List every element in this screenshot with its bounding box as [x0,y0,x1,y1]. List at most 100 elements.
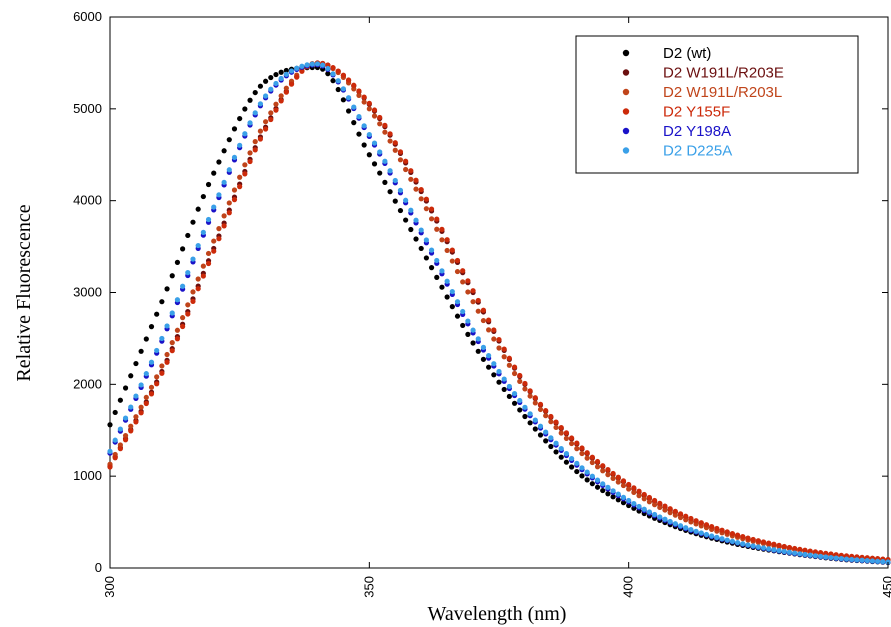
data-point [486,327,492,333]
data-point [408,207,414,213]
data-point [667,518,673,525]
data-point [631,489,637,495]
data-point [620,500,627,506]
data-point [460,268,466,274]
data-point [781,543,787,550]
data-point [226,200,232,206]
data-point [626,502,632,509]
data-point [594,477,601,483]
data-point [709,524,715,530]
data-point [356,131,362,137]
data-point [532,426,538,432]
data-point [584,477,590,483]
data-point [543,438,549,444]
y-tick-label: 1000 [73,468,102,483]
data-point [470,340,476,346]
data-point [605,491,611,497]
data-point [615,491,621,497]
data-point [190,256,196,262]
x-tick-label: 400 [621,576,636,598]
data-point [615,497,621,503]
data-point [392,177,398,184]
y-axis-title: Relative Fluorescence [13,204,35,381]
x-axis-title: Wavelength (nm) [428,603,567,625]
data-point [169,348,175,354]
data-point [537,423,544,429]
data-point [133,360,139,367]
data-point [579,450,585,457]
data-point [356,88,362,94]
data-point [371,107,378,113]
data-point [164,359,170,365]
data-point [724,537,730,543]
data-point [377,170,383,176]
data-point [200,229,206,235]
data-point [392,198,398,204]
data-point [532,400,538,406]
data-point [454,257,461,264]
data-point [154,347,160,354]
data-point [792,545,798,552]
data-point [750,536,756,543]
data-point [413,217,419,223]
data-point [252,89,258,96]
data-point [345,95,352,101]
data-point [776,548,782,554]
data-point [693,528,699,534]
data-point [501,386,507,393]
data-point [273,101,279,107]
data-point [506,393,512,400]
data-point [174,297,181,303]
data-point [180,323,186,330]
data-point [413,236,419,242]
data-point [786,544,793,551]
data-point [652,502,658,508]
data-point [418,227,424,233]
data-point [221,179,227,185]
data-point [434,216,440,222]
data-point [122,432,129,439]
data-point [211,248,217,254]
data-point [657,514,663,520]
data-point [237,174,243,180]
data-point [714,534,720,540]
data-point [766,540,772,546]
data-point [475,336,481,342]
data-point [511,370,518,377]
data-point [226,210,232,216]
data-point [537,406,544,413]
data-point [335,68,341,74]
data-point [112,437,118,443]
data-point [403,166,409,173]
data-point [252,110,258,116]
data-point [428,206,435,212]
data-point [159,363,165,369]
legend: D2 (wt) D2 W191L/R203E D2 W191L/R203L D2 Y1… [575,35,859,174]
data-point [117,397,123,403]
data-point [366,131,372,138]
data-point [667,506,673,512]
data-point [797,551,803,557]
data-point [434,257,440,264]
data-point [449,288,455,295]
data-point [128,404,134,410]
legend-marker [622,88,630,96]
data-point [444,247,450,254]
data-point [180,246,186,252]
data-point [548,435,554,441]
data-point [283,89,289,95]
data-point [501,346,507,352]
data-point [569,435,575,441]
data-point [745,535,751,541]
data-point [340,86,346,92]
data-point [579,465,585,471]
data-point [537,432,544,438]
data-point [812,549,818,555]
data-point [211,170,217,176]
data-point [491,361,497,367]
data-point [237,184,243,190]
data-point [859,557,865,563]
data-point [377,114,383,121]
data-point [371,161,378,167]
data-point [563,459,570,465]
